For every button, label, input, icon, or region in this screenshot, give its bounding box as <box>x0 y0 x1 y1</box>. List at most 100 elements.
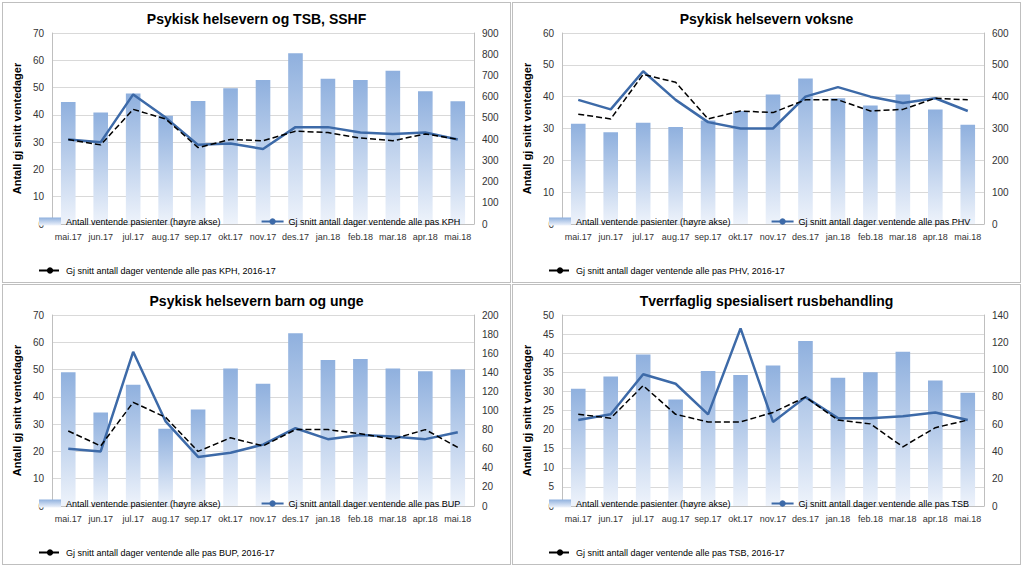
svg-text:jul.17: jul.17 <box>121 514 144 524</box>
svg-text:40: 40 <box>543 348 555 359</box>
svg-text:jan.18: jan.18 <box>825 232 851 242</box>
svg-text:20: 20 <box>33 446 45 457</box>
svg-text:Antall gj snitt ventedager: Antall gj snitt ventedager <box>521 62 533 194</box>
svg-text:jan.18: jan.18 <box>825 514 851 524</box>
svg-text:Antall gj snitt ventedager: Antall gj snitt ventedager <box>521 344 533 476</box>
svg-text:Antall ventende pasienter (høy: Antall ventende pasienter (høyre akse) <box>66 499 221 509</box>
svg-text:feb.18: feb.18 <box>858 514 883 524</box>
svg-text:10: 10 <box>543 462 555 473</box>
svg-text:jan.18: jan.18 <box>315 232 341 242</box>
svg-text:Psykisk helsevern voksne: Psykisk helsevern voksne <box>680 11 854 27</box>
svg-text:Gj snitt antall dager ventende: Gj snitt antall dager ventende alle pas … <box>289 499 461 509</box>
svg-text:mai.18: mai.18 <box>444 514 471 524</box>
svg-text:apr.18: apr.18 <box>413 232 438 242</box>
svg-text:0: 0 <box>482 219 488 230</box>
svg-text:200: 200 <box>482 176 499 187</box>
svg-text:jun.17: jun.17 <box>87 514 113 524</box>
svg-text:Gj snitt antall dager ventende: Gj snitt antall dager ventende alle pas … <box>576 548 784 558</box>
svg-text:feb.18: feb.18 <box>348 232 373 242</box>
svg-text:20: 20 <box>992 473 1004 484</box>
svg-text:160: 160 <box>482 348 499 359</box>
svg-text:0: 0 <box>992 219 998 230</box>
svg-text:300: 300 <box>992 123 1009 134</box>
svg-text:okt.17: okt.17 <box>218 232 243 242</box>
svg-text:200: 200 <box>992 155 1009 166</box>
svg-text:180: 180 <box>482 329 499 340</box>
svg-text:sep.17: sep.17 <box>695 514 722 524</box>
svg-text:10: 10 <box>33 473 45 484</box>
svg-text:aug.17: aug.17 <box>662 232 690 242</box>
svg-text:60: 60 <box>33 55 45 66</box>
svg-text:jul.17: jul.17 <box>631 514 654 524</box>
svg-text:0: 0 <box>992 501 998 512</box>
svg-text:mar.18: mar.18 <box>379 232 407 242</box>
svg-text:mai.18: mai.18 <box>954 232 981 242</box>
svg-text:feb.18: feb.18 <box>348 514 373 524</box>
svg-text:40: 40 <box>482 462 494 473</box>
svg-text:0: 0 <box>482 501 488 512</box>
svg-text:okt.17: okt.17 <box>728 514 753 524</box>
svg-text:Gj snitt antall dager ventende: Gj snitt antall dager ventende alle pas … <box>66 266 276 276</box>
svg-text:Antall gj snitt ventedager: Antall gj snitt ventedager <box>11 344 23 476</box>
svg-text:100: 100 <box>992 187 1009 198</box>
svg-text:mar.18: mar.18 <box>889 232 917 242</box>
svg-text:des.17: des.17 <box>282 232 309 242</box>
svg-text:nov.17: nov.17 <box>250 232 276 242</box>
svg-text:60: 60 <box>992 419 1004 430</box>
svg-text:Antall ventende pasienter (høy: Antall ventende pasienter (høyre akse) <box>66 217 221 227</box>
svg-text:35: 35 <box>543 367 555 378</box>
svg-text:70: 70 <box>33 28 45 39</box>
svg-text:Gj snitt antall dager ventende: Gj snitt antall dager ventende alle pas … <box>66 548 274 558</box>
svg-text:600: 600 <box>992 28 1009 39</box>
svg-text:Psykisk helsevern og TSB, SSHF: Psykisk helsevern og TSB, SSHF <box>147 11 367 27</box>
svg-text:Psykisk helsevern barn og unge: Psykisk helsevern barn og unge <box>150 293 364 309</box>
svg-text:nov.17: nov.17 <box>250 514 276 524</box>
svg-text:600: 600 <box>482 91 499 102</box>
svg-text:50: 50 <box>543 310 555 321</box>
svg-text:40: 40 <box>33 391 45 402</box>
svg-text:20: 20 <box>33 164 45 175</box>
svg-text:mar.18: mar.18 <box>379 514 407 524</box>
svg-text:jan.18: jan.18 <box>315 514 341 524</box>
svg-text:mai.17: mai.17 <box>55 232 82 242</box>
svg-text:jul.17: jul.17 <box>631 232 654 242</box>
svg-text:900: 900 <box>482 28 499 39</box>
svg-text:300: 300 <box>482 155 499 166</box>
svg-text:120: 120 <box>482 386 499 397</box>
svg-text:120: 120 <box>992 337 1009 348</box>
svg-text:aug.17: aug.17 <box>152 232 180 242</box>
svg-text:Antall ventende pasienter (høy: Antall ventende pasienter (høyre akse) <box>576 217 731 227</box>
svg-text:10: 10 <box>33 191 45 202</box>
svg-text:400: 400 <box>992 91 1009 102</box>
svg-text:40: 40 <box>33 109 45 120</box>
svg-text:okt.17: okt.17 <box>728 232 753 242</box>
svg-text:mar.18: mar.18 <box>889 514 917 524</box>
svg-text:80: 80 <box>992 391 1004 402</box>
svg-text:feb.18: feb.18 <box>858 232 883 242</box>
svg-text:Gj snitt antall dager ventende: Gj snitt antall dager ventende alle pas … <box>799 217 971 227</box>
svg-text:mai.18: mai.18 <box>954 514 981 524</box>
svg-text:mai.17: mai.17 <box>565 514 592 524</box>
svg-text:aug.17: aug.17 <box>662 514 690 524</box>
svg-text:30: 30 <box>543 386 555 397</box>
svg-text:25: 25 <box>543 405 555 416</box>
svg-text:40: 40 <box>543 91 555 102</box>
svg-text:30: 30 <box>33 419 45 430</box>
svg-text:sep.17: sep.17 <box>185 514 212 524</box>
svg-text:100: 100 <box>992 364 1009 375</box>
svg-text:140: 140 <box>992 310 1009 321</box>
svg-text:100: 100 <box>482 197 499 208</box>
svg-text:mai.17: mai.17 <box>55 514 82 524</box>
svg-text:400: 400 <box>482 134 499 145</box>
svg-text:des.17: des.17 <box>282 514 309 524</box>
svg-text:Gj snitt antall dager ventende: Gj snitt antall dager ventende alle pas … <box>799 499 969 509</box>
svg-text:apr.18: apr.18 <box>413 514 438 524</box>
svg-text:50: 50 <box>543 59 555 70</box>
svg-text:5: 5 <box>548 481 554 492</box>
svg-text:sep.17: sep.17 <box>185 232 212 242</box>
svg-text:apr.18: apr.18 <box>923 514 948 524</box>
svg-text:jul.17: jul.17 <box>121 232 144 242</box>
svg-text:aug.17: aug.17 <box>152 514 180 524</box>
svg-text:40: 40 <box>992 446 1004 457</box>
svg-text:70: 70 <box>33 310 45 321</box>
